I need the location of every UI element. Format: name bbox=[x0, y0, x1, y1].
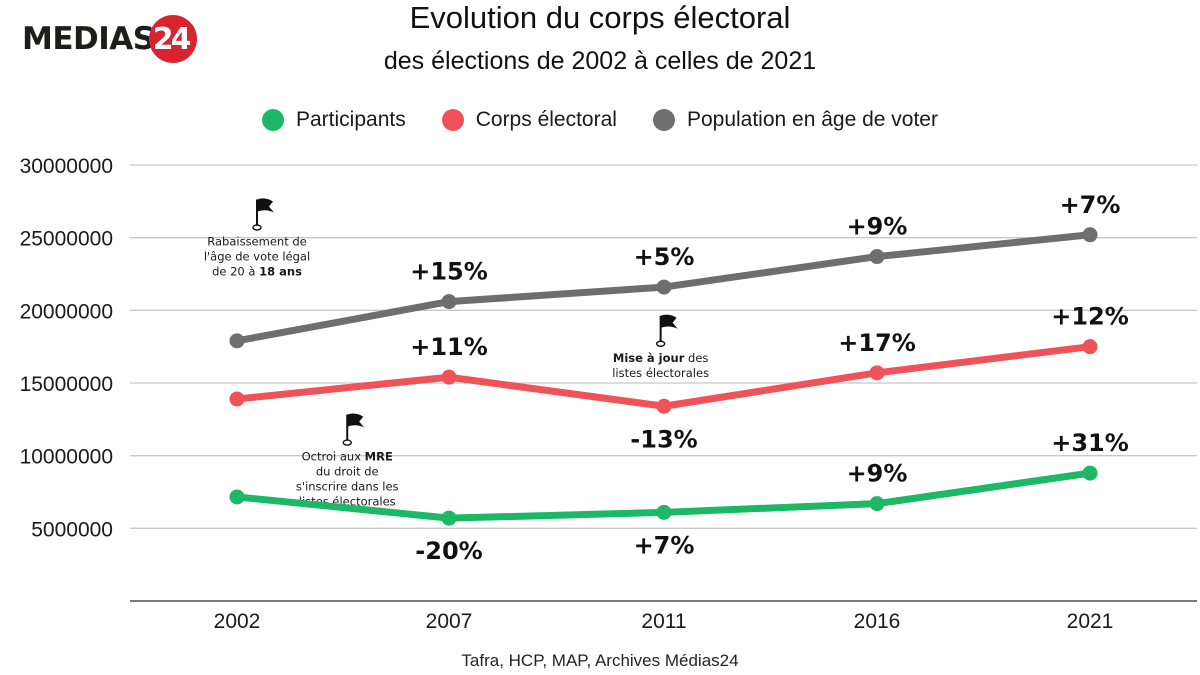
data-point-population-en-ge-de-voter bbox=[869, 249, 885, 265]
data-label-participants: +7% bbox=[634, 531, 695, 559]
data-point-corps-lectoral bbox=[441, 369, 457, 385]
flag-icon bbox=[655, 314, 678, 347]
data-point-corps-lectoral bbox=[1082, 339, 1098, 355]
flag-base bbox=[655, 340, 666, 347]
data-point-participants bbox=[656, 504, 672, 520]
gridlines bbox=[130, 164, 1197, 602]
legend-item-population: Population en âge de voter bbox=[652, 108, 938, 132]
data-point-participants bbox=[441, 510, 457, 526]
flag-base bbox=[342, 439, 352, 446]
data-point-participants bbox=[1082, 465, 1098, 481]
annotation-segment: Mise à jour bbox=[613, 351, 685, 365]
chart-subtitle: des élections de 2002 à celles de 2021 bbox=[383, 47, 817, 75]
data-label-participants: +31% bbox=[1051, 429, 1129, 457]
annotation-segment: du droit de bbox=[316, 465, 379, 479]
legend-label-population: Population en âge de voter bbox=[686, 108, 938, 131]
annotation-segment: s'inscrire dans les bbox=[296, 480, 399, 494]
data-label-population-en-ge-de-voter: +9% bbox=[847, 213, 908, 241]
annotation-line: Octroi aux MRE bbox=[302, 450, 393, 464]
data-label-participants: -20% bbox=[415, 537, 482, 565]
data-point-corps-lectoral bbox=[869, 365, 885, 381]
x-tick-label: 2021 bbox=[1067, 610, 1114, 633]
logo-badge-number: 24 bbox=[152, 21, 192, 57]
logo-badge: 24 bbox=[148, 15, 197, 63]
annotation-line: s'inscrire dans les bbox=[296, 480, 399, 494]
data-label-participants: +9% bbox=[847, 460, 908, 488]
legend-item-corps-electoral: Corps électoral bbox=[441, 108, 617, 132]
y-tick-label: 25000000 bbox=[20, 228, 113, 251]
annotation-line: Mise à jour des bbox=[613, 351, 709, 365]
data-point-population-en-ge-de-voter bbox=[229, 333, 245, 349]
annotation-line: l'âge de vote légal bbox=[204, 249, 310, 263]
data-label-corps-lectoral: -13% bbox=[630, 425, 697, 453]
legend-label-corps-electoral: Corps électoral bbox=[475, 108, 617, 131]
data-point-participants bbox=[869, 496, 885, 512]
data-labels: -20% +7% +9% +31% +11% -13% +17% +12% +15% +5% +9%… bbox=[410, 191, 1129, 565]
source-note: Tafra, HCP, MAP, Archives Médias24 bbox=[461, 651, 739, 670]
annotation-segment: de 20 à bbox=[212, 264, 259, 278]
data-label-population-en-ge-de-voter: +15% bbox=[410, 258, 488, 286]
data-label-population-en-ge-de-voter: +7% bbox=[1060, 191, 1121, 219]
data-point-population-en-ge-de-voter bbox=[656, 279, 672, 295]
flag-cloth bbox=[347, 413, 365, 428]
legend-item-participants: Participants bbox=[262, 108, 406, 132]
data-point-corps-lectoral bbox=[656, 398, 672, 414]
data-label-corps-lectoral: +12% bbox=[1051, 303, 1129, 331]
annotation-segment: listes électorales bbox=[612, 366, 709, 380]
annotation-segment: des bbox=[684, 351, 708, 365]
annotation-line: de 20 à 18 ans bbox=[212, 264, 302, 278]
annotation-segment: MRE bbox=[365, 450, 393, 464]
y-tick-label: 15000000 bbox=[20, 373, 113, 396]
y-tick-label: 10000000 bbox=[20, 446, 113, 469]
legend-dot-population bbox=[652, 109, 675, 131]
data-label-corps-lectoral: +17% bbox=[838, 329, 916, 357]
series-lines bbox=[229, 227, 1098, 526]
medias24-logo: MEDIAS 24 bbox=[22, 14, 197, 64]
legend: Participants Corps électoral Population … bbox=[0, 108, 1200, 132]
x-tick-label: 2007 bbox=[426, 610, 473, 633]
flag-cloth bbox=[257, 198, 274, 213]
flag-icon bbox=[342, 413, 365, 446]
annotation-line: du droit de bbox=[316, 465, 379, 479]
annotation-segment: 18 ans bbox=[259, 264, 302, 278]
legend-label-participants: Participants bbox=[296, 108, 406, 131]
annotation-segment: l'âge de vote légal bbox=[204, 249, 310, 263]
y-tick-label: 20000000 bbox=[20, 300, 113, 323]
legend-dot-participants bbox=[262, 109, 284, 131]
annotation-line: Rabaissement de bbox=[207, 234, 307, 248]
data-point-population-en-ge-de-voter bbox=[441, 294, 457, 310]
x-tick-label: 2016 bbox=[854, 610, 901, 633]
x-tick-label: 2002 bbox=[214, 610, 261, 633]
logo-text: MEDIAS bbox=[22, 21, 155, 57]
data-point-population-en-ge-de-voter bbox=[1082, 227, 1098, 243]
data-label-population-en-ge-de-voter: +5% bbox=[634, 243, 695, 271]
data-point-corps-lectoral bbox=[229, 391, 245, 407]
chart-title: Evolution du corps électoral bbox=[409, 0, 791, 35]
y-tick-label: 30000000 bbox=[20, 155, 113, 178]
y-axis: 5000000 10000000 15000000 20000000 25000000 3… bbox=[20, 155, 113, 541]
flag-cloth bbox=[660, 314, 678, 329]
y-tick-label: 5000000 bbox=[31, 518, 113, 541]
data-point-participants bbox=[229, 489, 245, 505]
x-axis: 2002 2007 2011 2016 2021 bbox=[214, 610, 1114, 633]
x-tick-label: 2011 bbox=[641, 610, 686, 633]
data-label-corps-lectoral: +11% bbox=[410, 333, 488, 361]
annotation-line: listes électorales bbox=[612, 366, 709, 380]
flag-base bbox=[252, 224, 262, 231]
legend-dot-corps-electoral bbox=[441, 109, 464, 131]
annotation-segment: Rabaissement de bbox=[207, 234, 307, 248]
flag-icon bbox=[252, 198, 274, 231]
annotation-segment: Octroi aux bbox=[302, 450, 365, 464]
